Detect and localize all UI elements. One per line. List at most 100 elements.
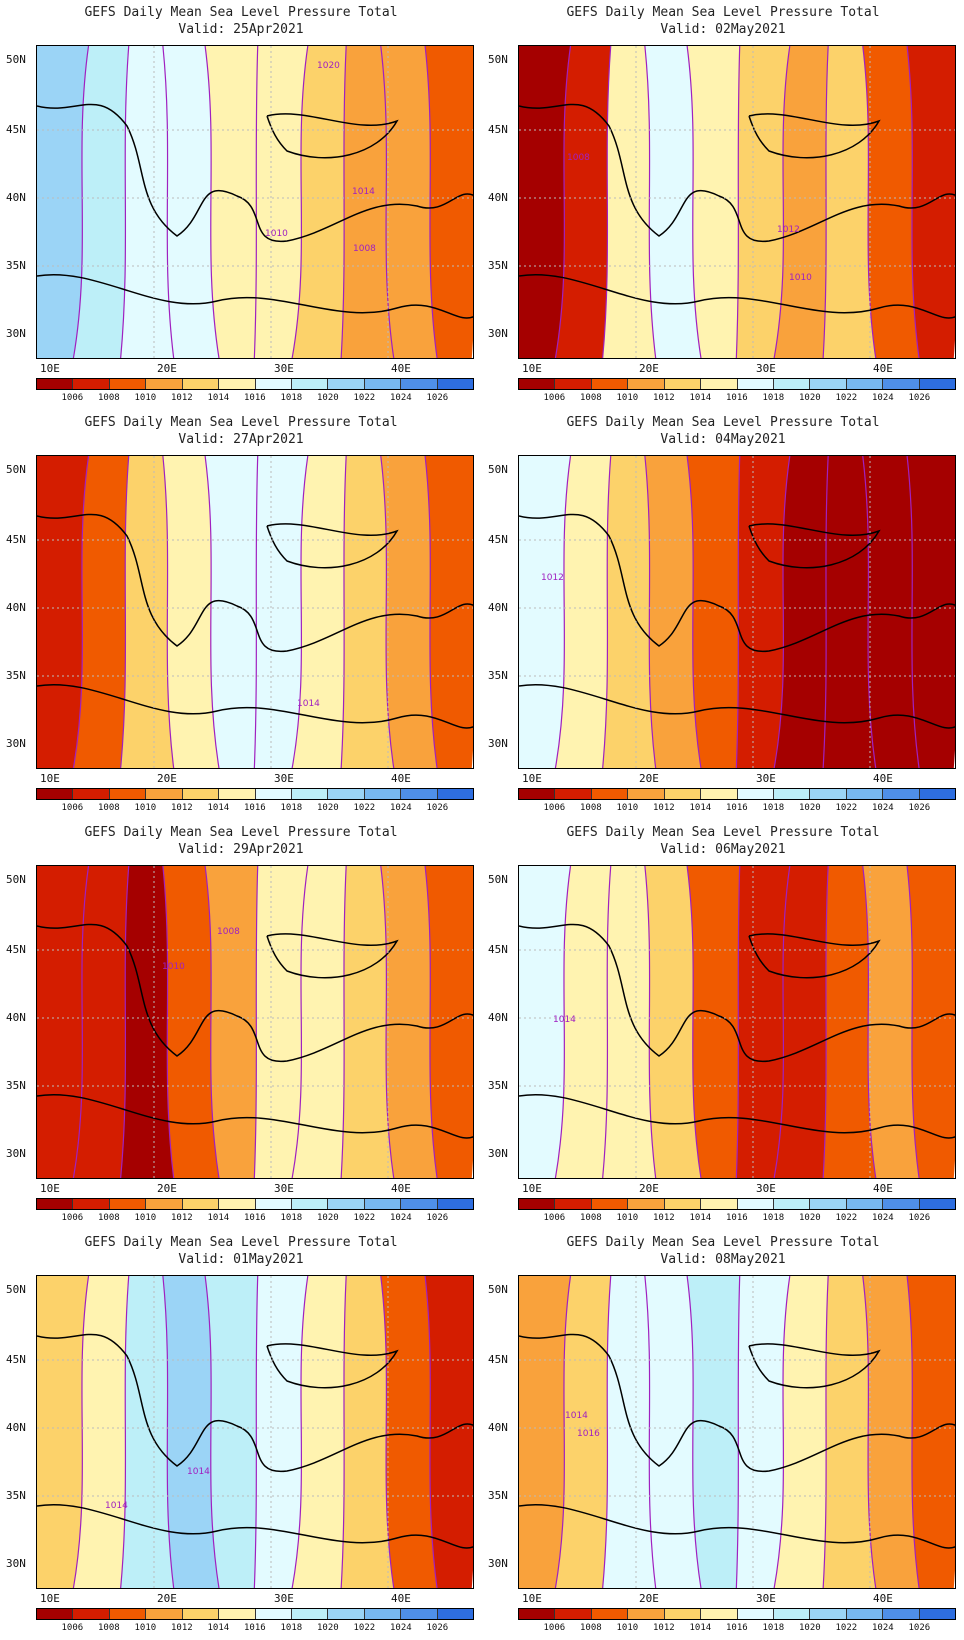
colorbar-swatch xyxy=(555,1609,592,1619)
lon-label: 30E xyxy=(756,772,776,785)
contour-label: 1014 xyxy=(297,699,320,709)
pressure-band xyxy=(555,1276,611,1588)
colorbar-swatch xyxy=(919,789,956,799)
isobar-line xyxy=(204,866,220,1178)
colorbar-label: 1020 xyxy=(317,393,339,403)
panel-title: GEFS Daily Mean Sea Level Pressure Total xyxy=(84,825,398,840)
contour-label: 1012 xyxy=(541,573,564,583)
colorbar-swatch xyxy=(555,1199,592,1209)
colorbar-swatch xyxy=(437,379,474,389)
colorbar-swatch xyxy=(555,379,592,389)
colorbar-swatch xyxy=(401,1609,438,1619)
colorbar-swatch xyxy=(109,1609,147,1619)
colorbar-swatch xyxy=(664,1609,702,1619)
colorbar xyxy=(518,788,956,800)
colorbar-swatch xyxy=(146,789,183,799)
isobar-line xyxy=(120,46,130,358)
pressure-band xyxy=(37,46,89,358)
colorbar-label: 1020 xyxy=(799,1213,821,1223)
colorbar-swatch xyxy=(737,379,774,389)
colorbar-swatch xyxy=(846,379,884,389)
colorbar-swatch xyxy=(919,1199,956,1209)
isobar-line xyxy=(291,866,309,1178)
colorbar-swatch xyxy=(291,1199,329,1209)
isobar-line xyxy=(340,46,347,358)
pressure-band xyxy=(774,456,829,768)
pressure-field: 1012 xyxy=(519,456,955,768)
lat-label: 45N xyxy=(488,943,508,956)
lat-label: 50N xyxy=(488,1283,508,1296)
isobar-line xyxy=(822,456,829,768)
colorbar-swatch xyxy=(810,379,847,389)
colorbar-swatch xyxy=(737,1199,774,1209)
pressure-map: 1014 xyxy=(518,865,956,1179)
contour-label: 1010 xyxy=(162,962,185,972)
colorbar-swatch xyxy=(291,1609,329,1619)
isobar-line xyxy=(862,46,877,358)
lon-label: 30E xyxy=(274,1592,294,1605)
colorbar-label: 1012 xyxy=(653,1623,675,1633)
map-panel: GEFS Daily Mean Sea Level Pressure Total… xyxy=(482,820,964,1230)
panel-title: GEFS Daily Mean Sea Level Pressure Total xyxy=(84,5,398,20)
lat-label: 35N xyxy=(6,669,26,682)
lon-label: 20E xyxy=(639,1182,659,1195)
colorbar xyxy=(36,788,474,800)
colorbar-swatch xyxy=(255,379,292,389)
pressure-band xyxy=(120,456,174,768)
lon-label: 30E xyxy=(756,1592,776,1605)
isobar-line xyxy=(162,456,175,768)
colorbar-label: 1026 xyxy=(908,1623,931,1633)
colorbar-label: 1022 xyxy=(353,393,376,403)
isobar-line xyxy=(72,46,90,358)
pressure-map: 1014 1014 xyxy=(36,1275,474,1589)
pressure-field: 1008 1010 xyxy=(37,866,473,1178)
isobar-line xyxy=(735,46,741,358)
panel-valid-date: Valid: 25Apr2021 xyxy=(178,22,304,37)
colorbar xyxy=(518,1198,956,1210)
colorbar-label: 1020 xyxy=(317,1213,339,1223)
lat-label: 30N xyxy=(488,1147,508,1160)
colorbar-swatch xyxy=(364,1199,402,1209)
isobar-line xyxy=(602,46,612,358)
pressure-band xyxy=(519,46,571,358)
lat-label: 35N xyxy=(6,1489,26,1502)
colorbar-label: 1006 xyxy=(543,803,566,813)
isobar-line xyxy=(644,456,657,768)
lon-label: 40E xyxy=(391,1592,411,1605)
colorbar-swatch xyxy=(701,1609,738,1619)
panel-title: GEFS Daily Mean Sea Level Pressure Total xyxy=(566,825,880,840)
colorbar-swatch xyxy=(437,1609,474,1619)
colorbar-swatch xyxy=(555,789,592,799)
isobar-line xyxy=(735,456,741,768)
pressure-band xyxy=(292,866,347,1178)
lat-label: 45N xyxy=(488,123,508,136)
colorbar-swatch xyxy=(182,789,220,799)
colorbar-label: 1022 xyxy=(835,1623,858,1633)
lon-label: 20E xyxy=(639,772,659,785)
colorbar-swatch xyxy=(73,379,110,389)
lon-label: 40E xyxy=(873,362,893,375)
pressure-band xyxy=(736,46,790,358)
isobar-line xyxy=(686,46,702,358)
pressure-band xyxy=(519,1276,571,1588)
colorbar-swatch xyxy=(291,789,329,799)
isobar-line xyxy=(120,456,130,768)
isobar-line xyxy=(862,866,877,1178)
lat-label: 50N xyxy=(6,53,26,66)
colorbar xyxy=(518,1608,956,1620)
isobar-line xyxy=(72,1276,90,1588)
lat-label: 45N xyxy=(6,123,26,136)
colorbar-label: 1006 xyxy=(543,1623,566,1633)
isobar-line xyxy=(862,1276,877,1588)
pressure-band xyxy=(555,456,611,768)
colorbar-swatch xyxy=(628,789,665,799)
panel-valid-date: Valid: 08May2021 xyxy=(660,1252,786,1267)
colorbar-label: 1022 xyxy=(835,803,858,813)
colorbar-swatch xyxy=(810,789,847,799)
colorbar-swatch xyxy=(846,1199,884,1209)
pressure-band xyxy=(644,46,701,358)
isobar-line xyxy=(162,866,175,1178)
isobar-line xyxy=(204,1276,220,1588)
colorbar-swatch xyxy=(73,789,110,799)
colorbar-swatch xyxy=(146,1199,183,1209)
